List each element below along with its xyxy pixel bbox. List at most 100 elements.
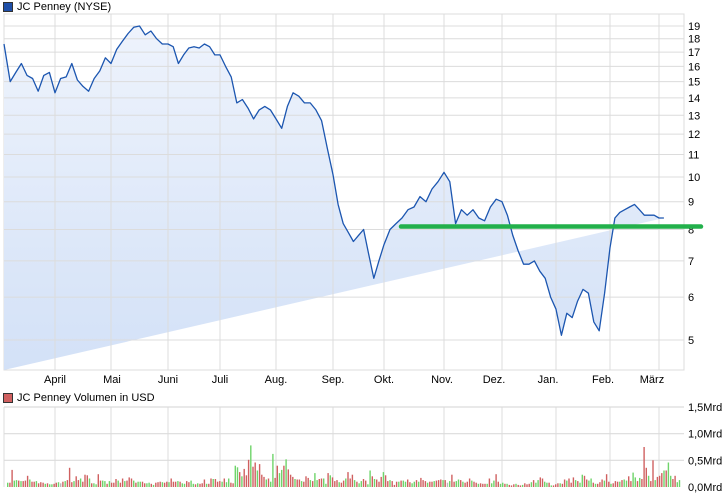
volume-bar xyxy=(20,481,22,487)
x-tick-label: Jan. xyxy=(538,374,559,386)
volume-bar xyxy=(663,470,665,487)
volume-bar xyxy=(555,484,557,487)
volume-bar xyxy=(272,453,274,487)
volume-bar xyxy=(225,482,228,487)
x-tick-label: März xyxy=(640,374,664,386)
volume-bar xyxy=(477,483,480,487)
volume-bar xyxy=(18,480,20,487)
volume-bar xyxy=(205,483,208,487)
volume-bar xyxy=(475,482,477,487)
volume-bar xyxy=(605,474,608,487)
volume-bar xyxy=(588,480,590,487)
volume-bar xyxy=(440,479,442,487)
volume-bar xyxy=(106,483,108,487)
volume-bar xyxy=(351,474,354,487)
volume-bar xyxy=(594,483,597,487)
y-tick-label: 7 xyxy=(688,256,694,268)
volume-bar xyxy=(422,480,424,487)
y-tick-label: 14 xyxy=(688,93,700,105)
volume-bar xyxy=(320,478,323,487)
volume-bar xyxy=(404,481,407,487)
volume-bar xyxy=(515,483,517,487)
volume-bar xyxy=(552,485,555,487)
volume-bar xyxy=(418,481,420,487)
volume-bar xyxy=(84,474,86,487)
volume-bar xyxy=(274,477,276,487)
volume-bar xyxy=(457,479,460,487)
volume-bar xyxy=(369,470,371,487)
volume-bar xyxy=(471,480,473,487)
volume-bar xyxy=(7,482,9,487)
x-tick-label: Juni xyxy=(158,374,178,386)
volume-bar xyxy=(577,481,579,487)
volume-bar xyxy=(628,476,630,487)
volume-bar xyxy=(314,473,316,487)
volume-bar xyxy=(656,476,659,487)
volume-bar xyxy=(672,479,674,487)
volume-bar xyxy=(530,482,533,487)
volume-bar xyxy=(35,481,38,487)
volume-bar xyxy=(119,482,122,487)
y-tick-label: 6 xyxy=(688,292,694,304)
volume-bar xyxy=(46,483,49,487)
x-tick-label: April xyxy=(44,374,66,386)
volume-bar xyxy=(42,482,44,487)
volume-bar xyxy=(232,483,234,487)
volume-bar xyxy=(300,481,303,487)
volume-bar xyxy=(55,482,57,487)
volume-bar xyxy=(645,467,647,487)
volume-bar xyxy=(236,467,239,487)
volume-bar xyxy=(373,479,376,487)
volume-bar xyxy=(513,484,515,487)
volume-bar xyxy=(73,481,75,487)
volume-bar xyxy=(150,483,152,487)
volume-bar xyxy=(411,483,413,487)
volume-legend-label: JC Penney Volumen in USD xyxy=(17,391,155,404)
volume-bar xyxy=(528,483,530,487)
volume-bar xyxy=(283,465,285,487)
volume-bar xyxy=(641,479,643,487)
volume-bar xyxy=(261,474,263,487)
volume-bar xyxy=(371,476,373,487)
volume-bar xyxy=(347,472,349,487)
volume-bar xyxy=(287,469,289,487)
volume-bar xyxy=(155,482,157,487)
volume-bar xyxy=(395,481,398,487)
y-tick-label: 15 xyxy=(688,77,700,89)
y-tick-label: 18 xyxy=(688,34,700,46)
volume-bar xyxy=(133,480,135,487)
volume-bar xyxy=(62,481,64,487)
x-tick-label: Mai xyxy=(103,374,121,386)
volume-bar xyxy=(597,483,599,487)
y-tick-label: 10 xyxy=(688,172,700,184)
volume-bar xyxy=(495,474,497,487)
volume-bar xyxy=(590,478,592,487)
volume-bar xyxy=(402,480,404,487)
volume-bar xyxy=(13,480,15,487)
volume-bar xyxy=(592,482,594,487)
volume-bar xyxy=(504,483,506,487)
volume-bar xyxy=(499,483,502,487)
volume-bar xyxy=(539,477,541,487)
volume-bar xyxy=(583,475,586,487)
volume-bar xyxy=(57,482,60,487)
volume-bar xyxy=(141,481,144,487)
volume-bar xyxy=(157,482,159,487)
volume-bar xyxy=(559,483,561,487)
volume-bar xyxy=(130,478,133,487)
volume-bar xyxy=(241,476,243,487)
volume-bar xyxy=(506,483,508,487)
volume-bar xyxy=(398,481,400,487)
volume-bar xyxy=(230,482,232,487)
volume-bar xyxy=(245,475,248,487)
volume-bar xyxy=(652,460,654,487)
price-legend: JC Penney (NYSE) xyxy=(3,0,111,13)
volume-bar xyxy=(356,481,358,487)
volume-bar xyxy=(256,470,259,487)
volume-bar xyxy=(389,480,391,487)
volume-bar xyxy=(658,475,661,487)
volume-bar xyxy=(639,477,641,487)
volume-bar xyxy=(429,481,431,487)
volume-bar xyxy=(453,481,455,487)
volume-bar xyxy=(139,481,141,487)
